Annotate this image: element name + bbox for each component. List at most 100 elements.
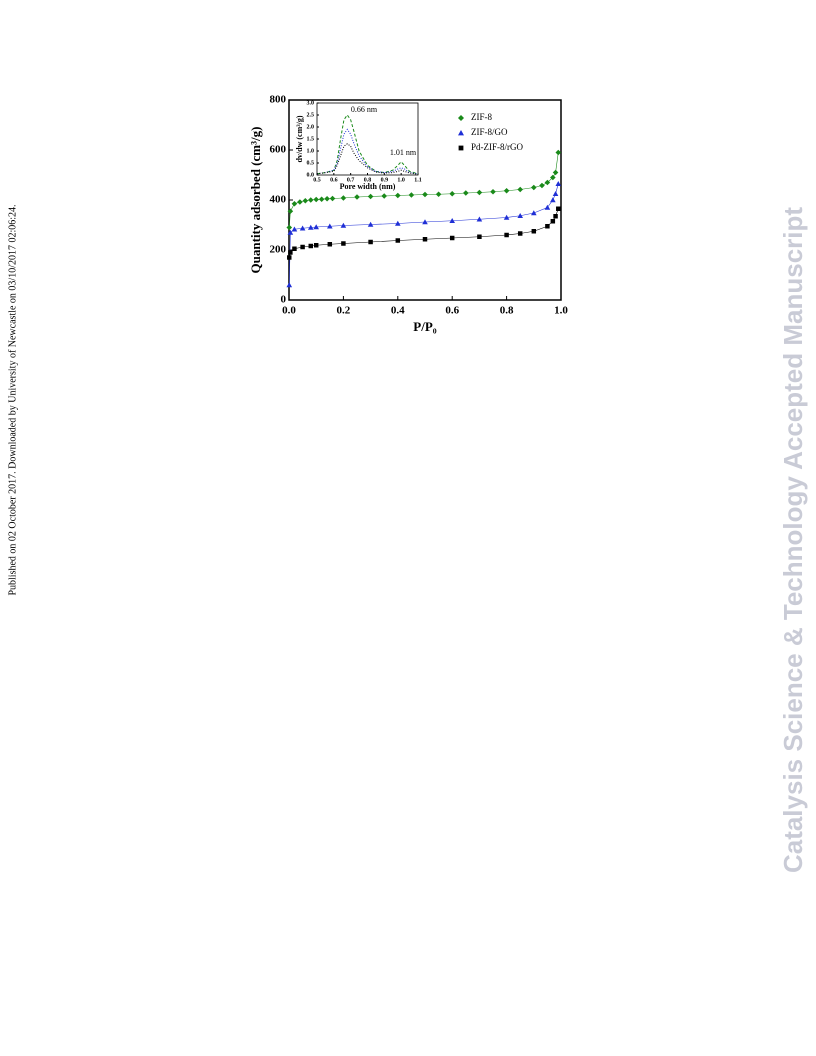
marker	[504, 232, 509, 238]
x-tick-label: 1.0	[397, 177, 405, 183]
y-tick-label: 0	[281, 294, 287, 306]
marker	[449, 235, 455, 241]
marker	[302, 197, 309, 204]
marker	[308, 243, 313, 249]
marker	[545, 224, 550, 229]
marker	[476, 216, 483, 222]
marker	[552, 169, 559, 176]
x-tick-label: 0.5	[313, 177, 321, 183]
marker	[313, 243, 319, 248]
marker	[422, 191, 428, 198]
marker	[550, 174, 556, 181]
y-tick-label: 200	[270, 244, 287, 256]
legend-label: ZIF-8/GO	[471, 127, 508, 137]
y-axis-label: Quantity adsorbed (cm³/g)	[248, 127, 263, 274]
y-tick-label: 0.5	[307, 160, 315, 166]
marker	[324, 195, 330, 202]
marker	[531, 210, 537, 216]
marker	[381, 193, 387, 199]
y-tick-label: 1.5	[307, 136, 315, 142]
annotation: 0.66 nm	[351, 105, 378, 114]
marker	[517, 186, 523, 193]
marker	[288, 250, 293, 255]
marker	[287, 255, 292, 260]
series-line	[316, 128, 419, 175]
marker	[340, 195, 347, 201]
marker	[307, 224, 314, 230]
y-tick-label: 2.0	[307, 124, 315, 130]
series-line	[316, 143, 419, 175]
y-tick-label: 0.0	[307, 172, 315, 178]
marker	[476, 189, 483, 196]
marker	[449, 217, 455, 223]
legend-marker	[458, 130, 464, 136]
annotation: 1.01 nm	[390, 148, 417, 157]
marker	[291, 200, 298, 207]
y-tick-label: 1.0	[307, 148, 315, 154]
marker	[408, 192, 415, 198]
marker	[395, 192, 401, 199]
inset-background	[317, 103, 418, 175]
y-tick-label: 400	[270, 194, 287, 206]
marker	[503, 187, 510, 194]
x-tick-label: 0.0	[282, 305, 296, 317]
legend-marker	[458, 145, 464, 151]
marker	[329, 195, 336, 202]
marker	[544, 179, 551, 186]
marker	[503, 214, 510, 220]
y-tick-label: 2.5	[307, 112, 315, 118]
series-line	[316, 114, 419, 175]
marker	[463, 190, 469, 196]
marker	[435, 191, 442, 198]
watermark: Catalysis Science & Technology Accepted …	[778, 207, 808, 873]
marker	[313, 196, 319, 203]
y-tick-label: 800	[270, 94, 287, 106]
x-tick-label: 0.2	[337, 305, 351, 317]
marker	[550, 197, 556, 203]
marker	[555, 180, 562, 186]
marker	[327, 242, 333, 247]
marker	[287, 229, 294, 235]
marker	[552, 190, 559, 196]
marker	[553, 214, 558, 219]
x-tick-label: 0.9	[381, 177, 389, 183]
marker	[490, 188, 496, 195]
marker	[286, 282, 293, 288]
x-axis-label: P/P₀	[413, 319, 436, 334]
x-tick-label: 0.8	[364, 177, 372, 183]
marker	[531, 184, 537, 191]
marker	[341, 241, 346, 246]
x-tick-label: 0.6	[445, 305, 459, 317]
marker	[517, 231, 523, 236]
marker	[449, 190, 455, 197]
x-tick-label: 0.4	[391, 305, 405, 317]
legend-marker	[458, 115, 464, 121]
marker	[340, 222, 347, 228]
marker	[550, 219, 556, 224]
side-note: Published on 02 October 2017. Downloaded…	[7, 204, 18, 595]
x-tick-label: 0.8	[500, 305, 514, 317]
legend-label: ZIF-8	[471, 112, 492, 122]
marker	[555, 149, 562, 156]
marker	[291, 226, 298, 232]
marker	[539, 182, 545, 189]
marker	[354, 194, 360, 200]
x-tick-label: 0.6	[330, 177, 338, 183]
x-tick-label: 1.0	[554, 305, 568, 317]
marker	[299, 225, 306, 231]
marker	[297, 199, 303, 205]
y-tick-label: 600	[270, 144, 287, 156]
marker	[313, 224, 319, 230]
marker	[477, 234, 482, 239]
x-axis-label: Pore width (nm)	[340, 182, 396, 191]
marker	[395, 220, 401, 226]
marker	[422, 219, 428, 225]
y-tick-label: 3.0	[307, 100, 315, 106]
legend-label: Pd-ZIF-8/rGO	[471, 142, 523, 152]
marker	[327, 223, 333, 229]
marker	[544, 204, 551, 210]
marker	[300, 244, 305, 250]
marker	[367, 221, 374, 227]
